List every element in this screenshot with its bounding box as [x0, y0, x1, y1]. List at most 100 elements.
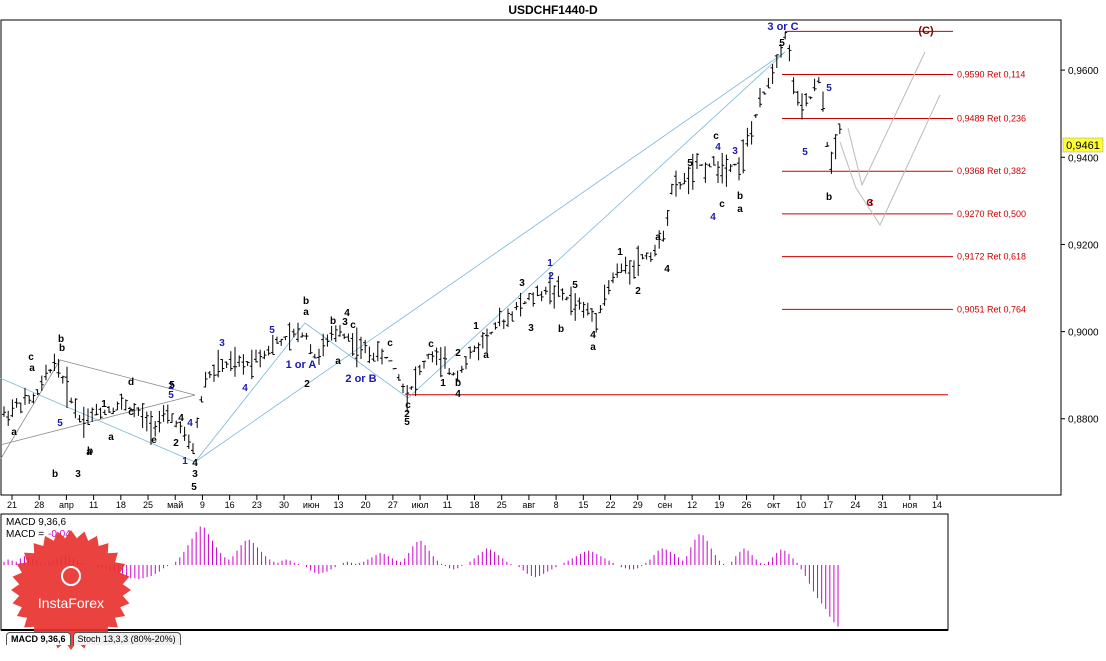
instaforex-logo: InstaForex	[11, 530, 131, 650]
wave-label: 5	[0, 0, 3, 3]
fib-levels: 0,9590 Ret 0,114 0,9489 Ret 0,236 0,9368 R…	[408, 30, 1026, 396]
wave-label: b	[737, 191, 743, 202]
time-tick-label: ноя	[902, 500, 917, 510]
fib-level-label: 0,9368 Ret 0,382	[957, 166, 1026, 176]
ohlc-bars	[2, 31, 842, 455]
wave-label: 2 or B	[345, 373, 376, 385]
wave-label: 4	[0, 0, 3, 3]
wave-label: 1	[473, 321, 479, 332]
wave-label: 2	[548, 271, 554, 282]
time-tick-label: 18	[469, 500, 479, 510]
time-tick-label: 11	[89, 500, 98, 510]
trend-line	[0, 359, 61, 461]
wave-label: 5	[169, 380, 175, 391]
forecast-projection	[839, 51, 941, 227]
wave-label: b	[87, 446, 93, 457]
wave-label: 3	[75, 469, 81, 480]
wave-label: (C)	[918, 25, 934, 37]
wave-label: 3	[867, 198, 873, 209]
wave-label: 3	[732, 146, 738, 157]
wave-label: d	[128, 377, 134, 388]
wave-label: a	[483, 350, 489, 361]
time-tick-label: 28	[34, 500, 44, 510]
time-tick-label: 31	[878, 500, 888, 510]
wave-label: c	[713, 131, 719, 142]
wave-label: 2	[404, 409, 410, 420]
time-tick-label: 19	[714, 500, 724, 510]
wave-label: 4	[242, 383, 248, 394]
price-tick-label: 0,9000	[1068, 328, 1099, 339]
wave-label: a	[590, 342, 596, 353]
time-tick-label: 20	[361, 500, 371, 510]
wave-label: b	[455, 378, 461, 389]
time-tick-label: 11	[443, 500, 452, 510]
wave-label: 4	[344, 308, 350, 319]
tab-stoch[interactable]: Stoch 13,3,3 (80%-20%)	[72, 632, 181, 645]
current-price-badge: 0,9461	[1062, 137, 1104, 153]
wave-label: c	[387, 338, 393, 349]
wave-label: a	[737, 204, 743, 215]
wave-label: 2	[304, 379, 310, 390]
time-tick-label: 29	[633, 500, 643, 510]
tab-macd[interactable]: MACD 9,36,6	[6, 632, 71, 645]
fib-level-label: 0,9590 Ret 0,114	[957, 69, 1025, 79]
time-tick-label: 25	[143, 500, 153, 510]
wave-label: b	[59, 343, 65, 354]
wave-label: 4	[192, 458, 198, 469]
time-axis: 21 28 апр 11 18 25 май 9 16 23 30 июн 13 20 27 июл 11 18 2…	[7, 495, 942, 510]
time-tick-label: 26	[742, 500, 752, 510]
wave-label: 5	[57, 418, 63, 429]
time-tick-label: 14	[932, 500, 942, 510]
wave-label: a	[335, 356, 341, 367]
wave-label: c	[28, 352, 34, 363]
wave-label: 5	[826, 83, 832, 94]
wave-label: 1	[182, 456, 188, 467]
wave-label: 5	[168, 390, 174, 401]
current-price-label: 0,9461	[1066, 140, 1100, 152]
wave-label: c	[350, 320, 356, 331]
fib-level-label: 0,9172 Ret 0,618	[957, 252, 1026, 262]
time-tick-label: 22	[606, 500, 616, 510]
wave-label: c	[719, 199, 725, 210]
time-tick-label: 27	[388, 500, 398, 510]
wave-label: 5	[779, 38, 785, 49]
wave-label: b	[58, 334, 64, 345]
time-tick-label: 8	[554, 500, 559, 510]
wave-label: a	[86, 447, 92, 458]
main-pane-frame	[0, 19, 1062, 496]
time-tick-label: 23	[252, 500, 262, 510]
wave-label: 3 or C	[767, 21, 798, 33]
wave-label: 3	[219, 338, 225, 349]
wave-label: a	[655, 232, 661, 243]
macd-value-label: MACD =	[6, 529, 44, 540]
trend-line	[0, 394, 196, 446]
logo-text: InstaForex	[38, 595, 104, 611]
wave-label: 1	[547, 258, 553, 269]
wave-label: C	[866, 198, 873, 209]
wave-label: b	[303, 296, 309, 307]
logo-emblem	[61, 566, 81, 586]
price-tick-label: 0,8800	[1068, 415, 1099, 426]
time-tick-label: апр	[59, 500, 74, 510]
wave-label: 2	[168, 381, 174, 392]
wave-label: 1	[101, 399, 107, 410]
wave-label: a	[303, 307, 309, 318]
time-tick-label: 25	[497, 500, 507, 510]
wave-label: 4	[178, 413, 184, 424]
time-tick-label: авг	[522, 500, 536, 510]
wave-label: 5	[191, 482, 197, 493]
price-axis: 0,9600 0,9400 0,9200 0,9000 0,8800	[1061, 66, 1099, 426]
fib-level-label: 0,9051 Ret 0,764	[957, 304, 1026, 314]
wave-label: 5	[687, 158, 693, 169]
time-tick-label: июл	[412, 500, 429, 510]
indicator-tabs: MACD 9,36,6 Stoch 13,3,3 (80%-20%)	[6, 632, 181, 646]
wave-label: 3	[192, 469, 198, 480]
wave-label: 2	[173, 438, 179, 449]
wave-label: 4	[715, 142, 721, 153]
fib-level-label: 0,9270 Ret 0,500	[957, 209, 1026, 219]
projection-path	[847, 51, 926, 187]
wave-label: 1	[617, 247, 623, 258]
